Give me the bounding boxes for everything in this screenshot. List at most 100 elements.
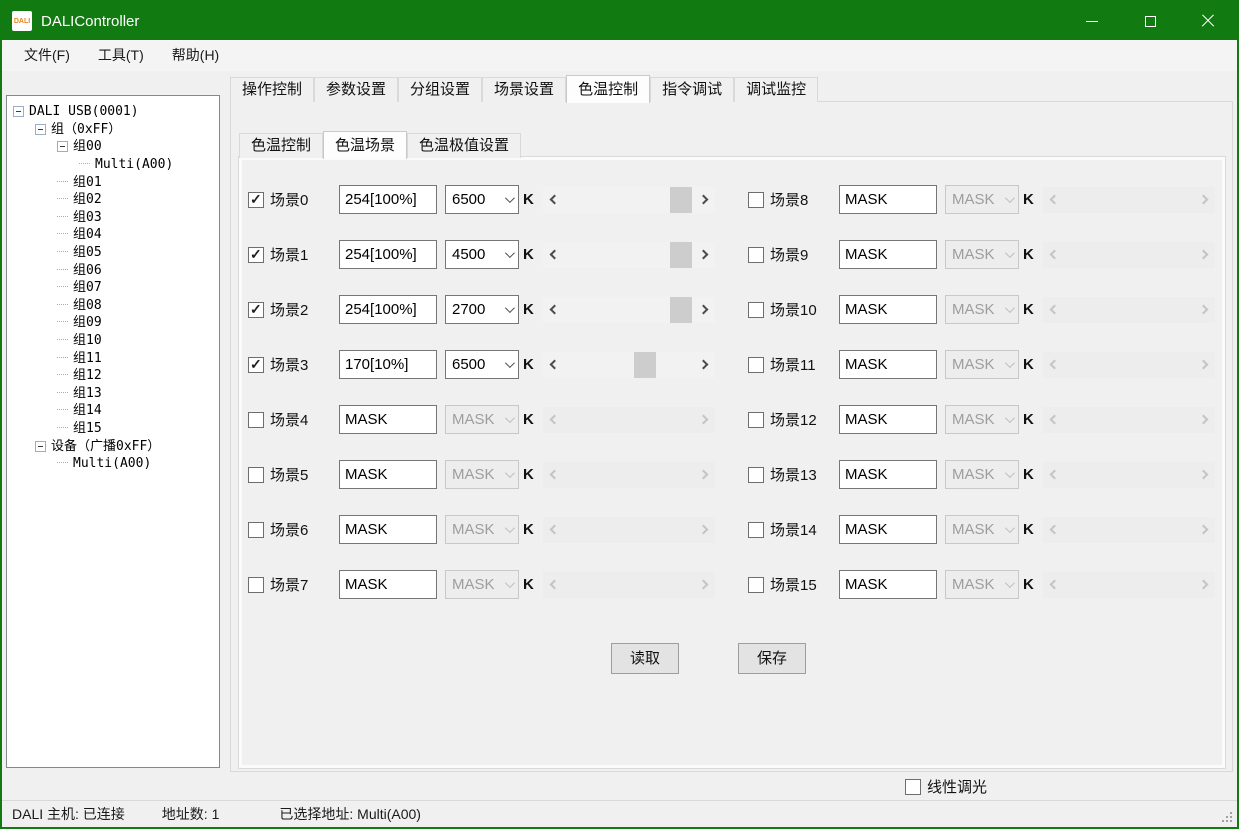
tree-item[interactable]: 组02 (7, 191, 219, 209)
scroll-left-icon[interactable] (1049, 579, 1060, 589)
tree-expander-icon[interactable] (57, 141, 68, 153)
tree-item[interactable]: 设备（广播0xFF） (7, 437, 219, 455)
scroll-thumb[interactable] (634, 351, 657, 378)
scene-level-input[interactable] (339, 240, 437, 269)
scene-level-input[interactable] (339, 350, 437, 379)
scroll-left-icon[interactable] (549, 414, 560, 424)
scroll-right-icon[interactable] (698, 414, 709, 424)
tree-item[interactable]: 组12 (7, 367, 219, 385)
tree-expander-icon[interactable] (57, 212, 68, 223)
scene-level-input[interactable] (339, 570, 437, 599)
scene-checkbox[interactable] (248, 356, 264, 373)
tree-item[interactable]: 组09 (7, 314, 219, 332)
read-button[interactable]: 读取 (611, 643, 679, 674)
tree-item[interactable]: Multi(A00) (7, 455, 219, 473)
kelvin-select[interactable]: MASK (945, 350, 1019, 379)
scroll-right-icon[interactable] (698, 249, 709, 259)
scene-level-input[interactable] (339, 185, 437, 214)
kelvin-select[interactable]: MASK (945, 295, 1019, 324)
scene-level-input[interactable] (839, 350, 937, 379)
scroll-right-icon[interactable] (1198, 304, 1209, 314)
scene-checkbox[interactable] (748, 191, 764, 208)
scroll-left-icon[interactable] (549, 304, 560, 314)
tree-expander-icon[interactable] (57, 177, 68, 188)
scene-checkbox[interactable] (748, 356, 764, 373)
kelvin-scrollbar[interactable] (543, 351, 715, 378)
tree-item[interactable]: 组03 (7, 209, 219, 227)
kelvin-select[interactable]: MASK (445, 515, 519, 544)
kelvin-select[interactable]: MASK (445, 570, 519, 599)
tree-expander-icon[interactable] (13, 106, 24, 118)
tree-item[interactable]: 组01 (7, 173, 219, 191)
tree-expander-icon[interactable] (35, 440, 46, 452)
tree-expander-icon[interactable] (57, 247, 68, 258)
scene-checkbox[interactable] (748, 411, 764, 428)
tree-item[interactable]: 组11 (7, 349, 219, 367)
kelvin-select[interactable]: MASK (945, 570, 1019, 599)
scroll-thumb[interactable] (670, 186, 693, 213)
scroll-left-icon[interactable] (1049, 304, 1060, 314)
main-tab[interactable]: 操作控制 (230, 77, 315, 102)
kelvin-select[interactable]: 2700 (445, 295, 519, 324)
scroll-right-icon[interactable] (698, 524, 709, 534)
scroll-right-icon[interactable] (1198, 414, 1209, 424)
tree-expander-icon[interactable] (57, 370, 68, 381)
scroll-left-icon[interactable] (549, 249, 560, 259)
scene-checkbox[interactable] (248, 191, 264, 208)
scroll-right-icon[interactable] (1198, 524, 1209, 534)
scene-level-input[interactable] (339, 295, 437, 324)
scene-checkbox[interactable] (248, 466, 264, 483)
scene-level-input[interactable] (839, 515, 937, 544)
tree-expander-icon[interactable] (57, 282, 68, 293)
tree-expander-icon[interactable] (57, 353, 68, 364)
linear-dimming-checkbox[interactable] (905, 778, 921, 795)
tree-item[interactable]: 组（0xFF） (7, 121, 219, 139)
kelvin-scrollbar[interactable] (1043, 516, 1215, 543)
tree-expander-icon[interactable] (57, 388, 68, 399)
scroll-right-icon[interactable] (1198, 469, 1209, 479)
resize-grip-icon[interactable] (1230, 820, 1232, 822)
menu-item-file[interactable]: 文件(F) (24, 47, 70, 63)
scroll-right-icon[interactable] (698, 469, 709, 479)
tree-item[interactable]: 组15 (7, 420, 219, 438)
scene-checkbox[interactable] (248, 246, 264, 263)
kelvin-select[interactable]: MASK (945, 460, 1019, 489)
sub-tab[interactable]: 色温场景 (323, 131, 408, 159)
scroll-left-icon[interactable] (1049, 249, 1060, 259)
kelvin-scrollbar[interactable] (543, 186, 715, 213)
kelvin-scrollbar[interactable] (1043, 461, 1215, 488)
tree-item[interactable]: 组08 (7, 297, 219, 315)
scroll-left-icon[interactable] (549, 579, 560, 589)
scene-level-input[interactable] (339, 405, 437, 434)
scene-level-input[interactable] (339, 460, 437, 489)
scroll-right-icon[interactable] (698, 194, 709, 204)
main-tab[interactable]: 场景设置 (482, 77, 567, 102)
scene-level-input[interactable] (339, 515, 437, 544)
kelvin-scrollbar[interactable] (1043, 186, 1215, 213)
tree-item[interactable]: Multi(A00) (7, 156, 219, 174)
scroll-left-icon[interactable] (549, 469, 560, 479)
kelvin-select[interactable]: MASK (945, 240, 1019, 269)
tree-expander-icon[interactable] (57, 317, 68, 328)
scroll-right-icon[interactable] (1198, 359, 1209, 369)
tree-expander-icon[interactable] (35, 123, 46, 135)
kelvin-scrollbar[interactable] (1043, 406, 1215, 433)
kelvin-select[interactable]: MASK (445, 405, 519, 434)
scroll-left-icon[interactable] (1049, 414, 1060, 424)
scroll-right-icon[interactable] (1198, 579, 1209, 589)
kelvin-select[interactable]: MASK (945, 515, 1019, 544)
main-tab[interactable]: 参数设置 (314, 77, 399, 102)
kelvin-scrollbar[interactable] (543, 296, 715, 323)
scroll-left-icon[interactable] (1049, 524, 1060, 534)
main-tab[interactable]: 分组设置 (398, 77, 483, 102)
kelvin-scrollbar[interactable] (543, 241, 715, 268)
save-button[interactable]: 保存 (738, 643, 806, 674)
scene-level-input[interactable] (839, 460, 937, 489)
main-tab[interactable]: 色温控制 (566, 75, 651, 103)
tree-item[interactable]: 组07 (7, 279, 219, 297)
tree-expander-icon[interactable] (57, 458, 68, 469)
tree-item[interactable]: 组10 (7, 332, 219, 350)
tree-item[interactable]: 组13 (7, 385, 219, 403)
scene-level-input[interactable] (839, 405, 937, 434)
kelvin-scrollbar[interactable] (543, 406, 715, 433)
